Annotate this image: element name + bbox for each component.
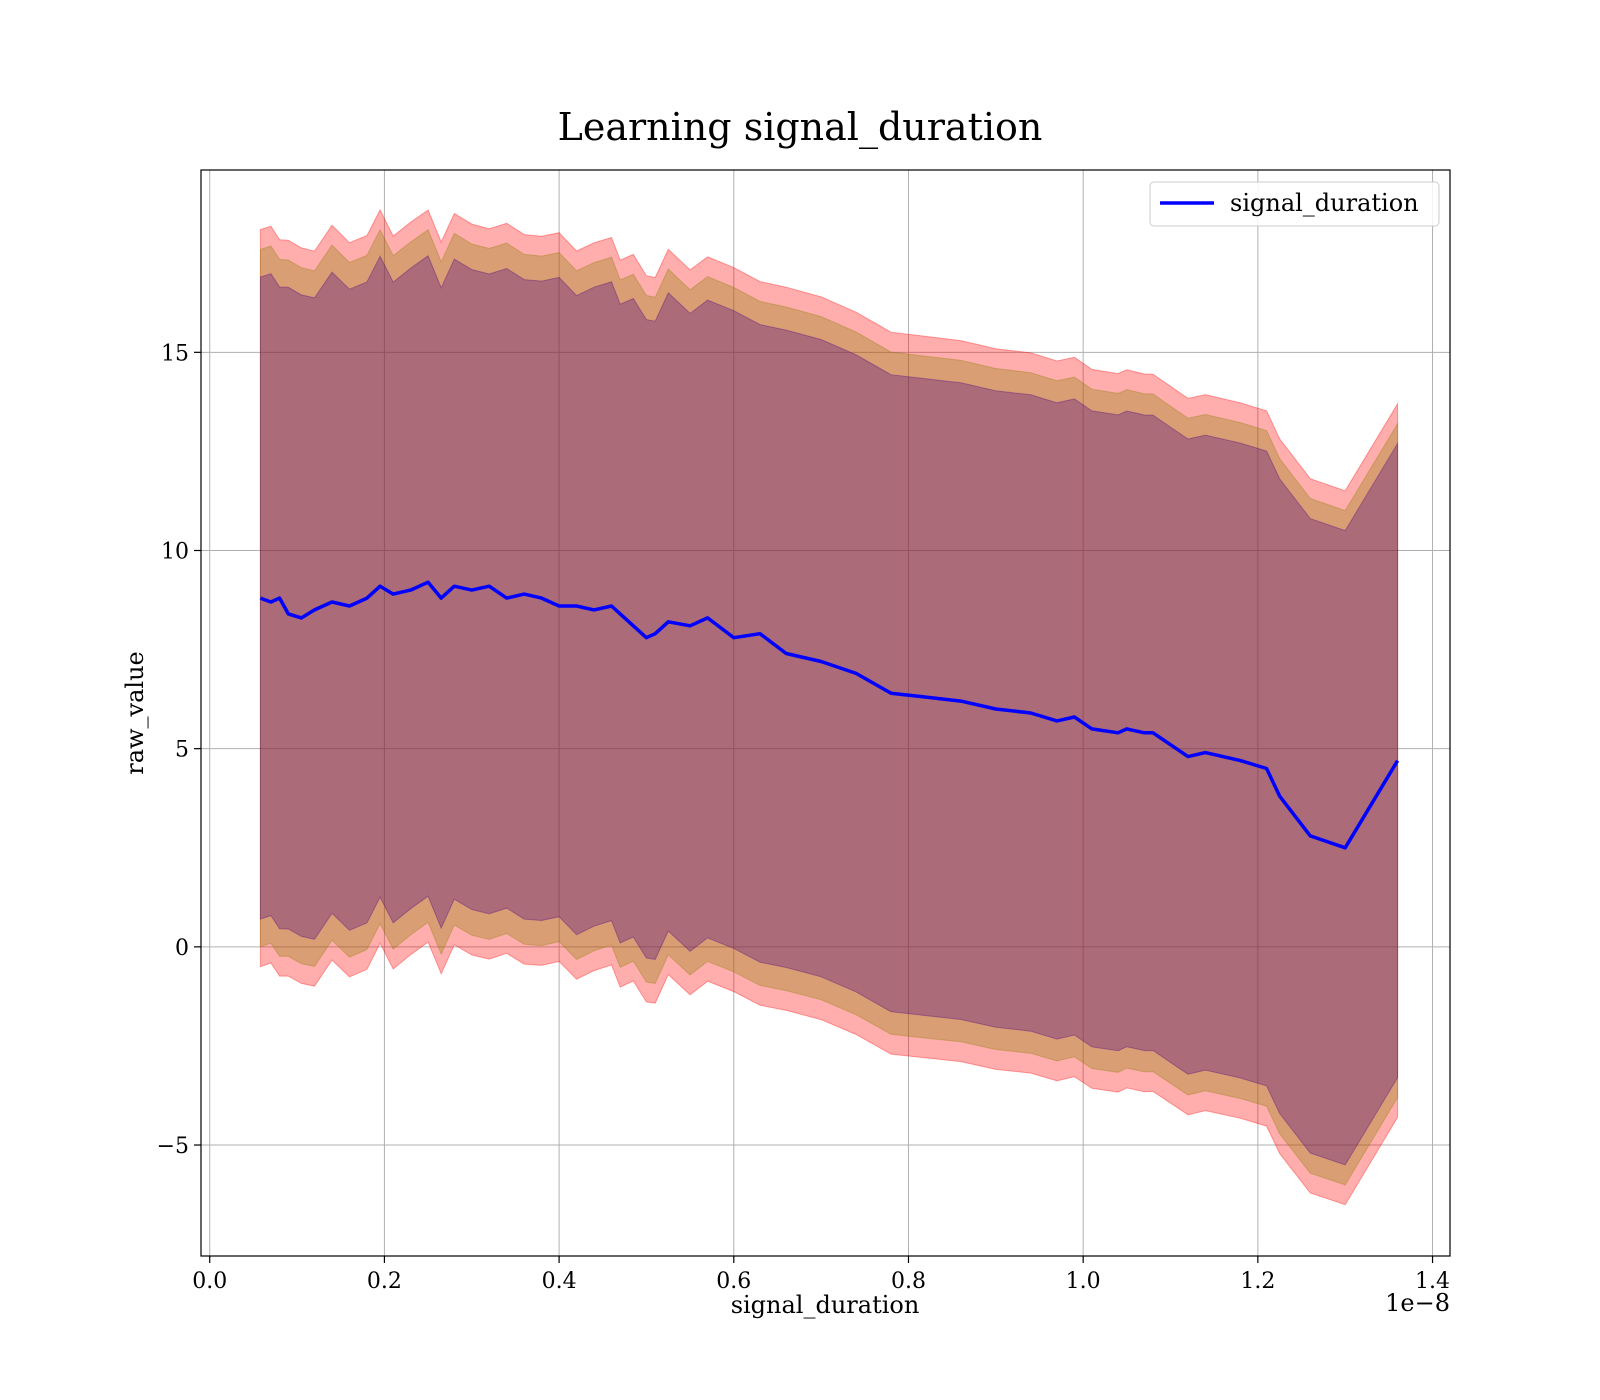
x-tick-label: 0.0 — [192, 1269, 227, 1294]
x-tick-label: 0.2 — [367, 1269, 402, 1294]
x-tick-label: 0.8 — [891, 1269, 926, 1294]
plot-area — [201, 170, 1450, 1256]
x-axis-label: signal_duration — [731, 1291, 920, 1319]
confidence-band-inner — [259, 255, 1399, 1166]
chart-title: Learning signal_duration — [558, 105, 1043, 150]
legend-label: signal_duration — [1230, 189, 1419, 217]
y-tick-label: 5 — [175, 738, 189, 763]
legend-box — [1149, 181, 1440, 227]
plot-frame — [200, 169, 1451, 1257]
legend: signal_duration — [1149, 181, 1440, 227]
x-tick-label: 0.4 — [542, 1269, 577, 1294]
confidence-band-outer — [259, 208, 1399, 1206]
x-tick-label: 0.6 — [716, 1269, 751, 1294]
series-line-signal-duration — [259, 580, 1400, 850]
y-tick-label: −5 — [157, 1134, 189, 1159]
y-axis: −5 0 5 10 15 — [157, 341, 201, 1159]
x-tick-label: 1.2 — [1240, 1269, 1275, 1294]
y-tick-label: 15 — [161, 341, 189, 366]
confidence-band-mid — [259, 228, 1399, 1186]
x-tick-label: 1.0 — [1066, 1269, 1101, 1294]
y-tick-label: 10 — [161, 539, 189, 564]
x-offset-label: 1e−8 — [1385, 1289, 1450, 1317]
y-tick-label: 0 — [175, 936, 189, 961]
y-axis-label: raw_value — [121, 651, 149, 775]
x-tick-label: 1.4 — [1415, 1269, 1450, 1294]
x-axis: 0.0 0.2 0.4 0.6 0.8 1.0 1.2 1.4 — [192, 1256, 1450, 1294]
